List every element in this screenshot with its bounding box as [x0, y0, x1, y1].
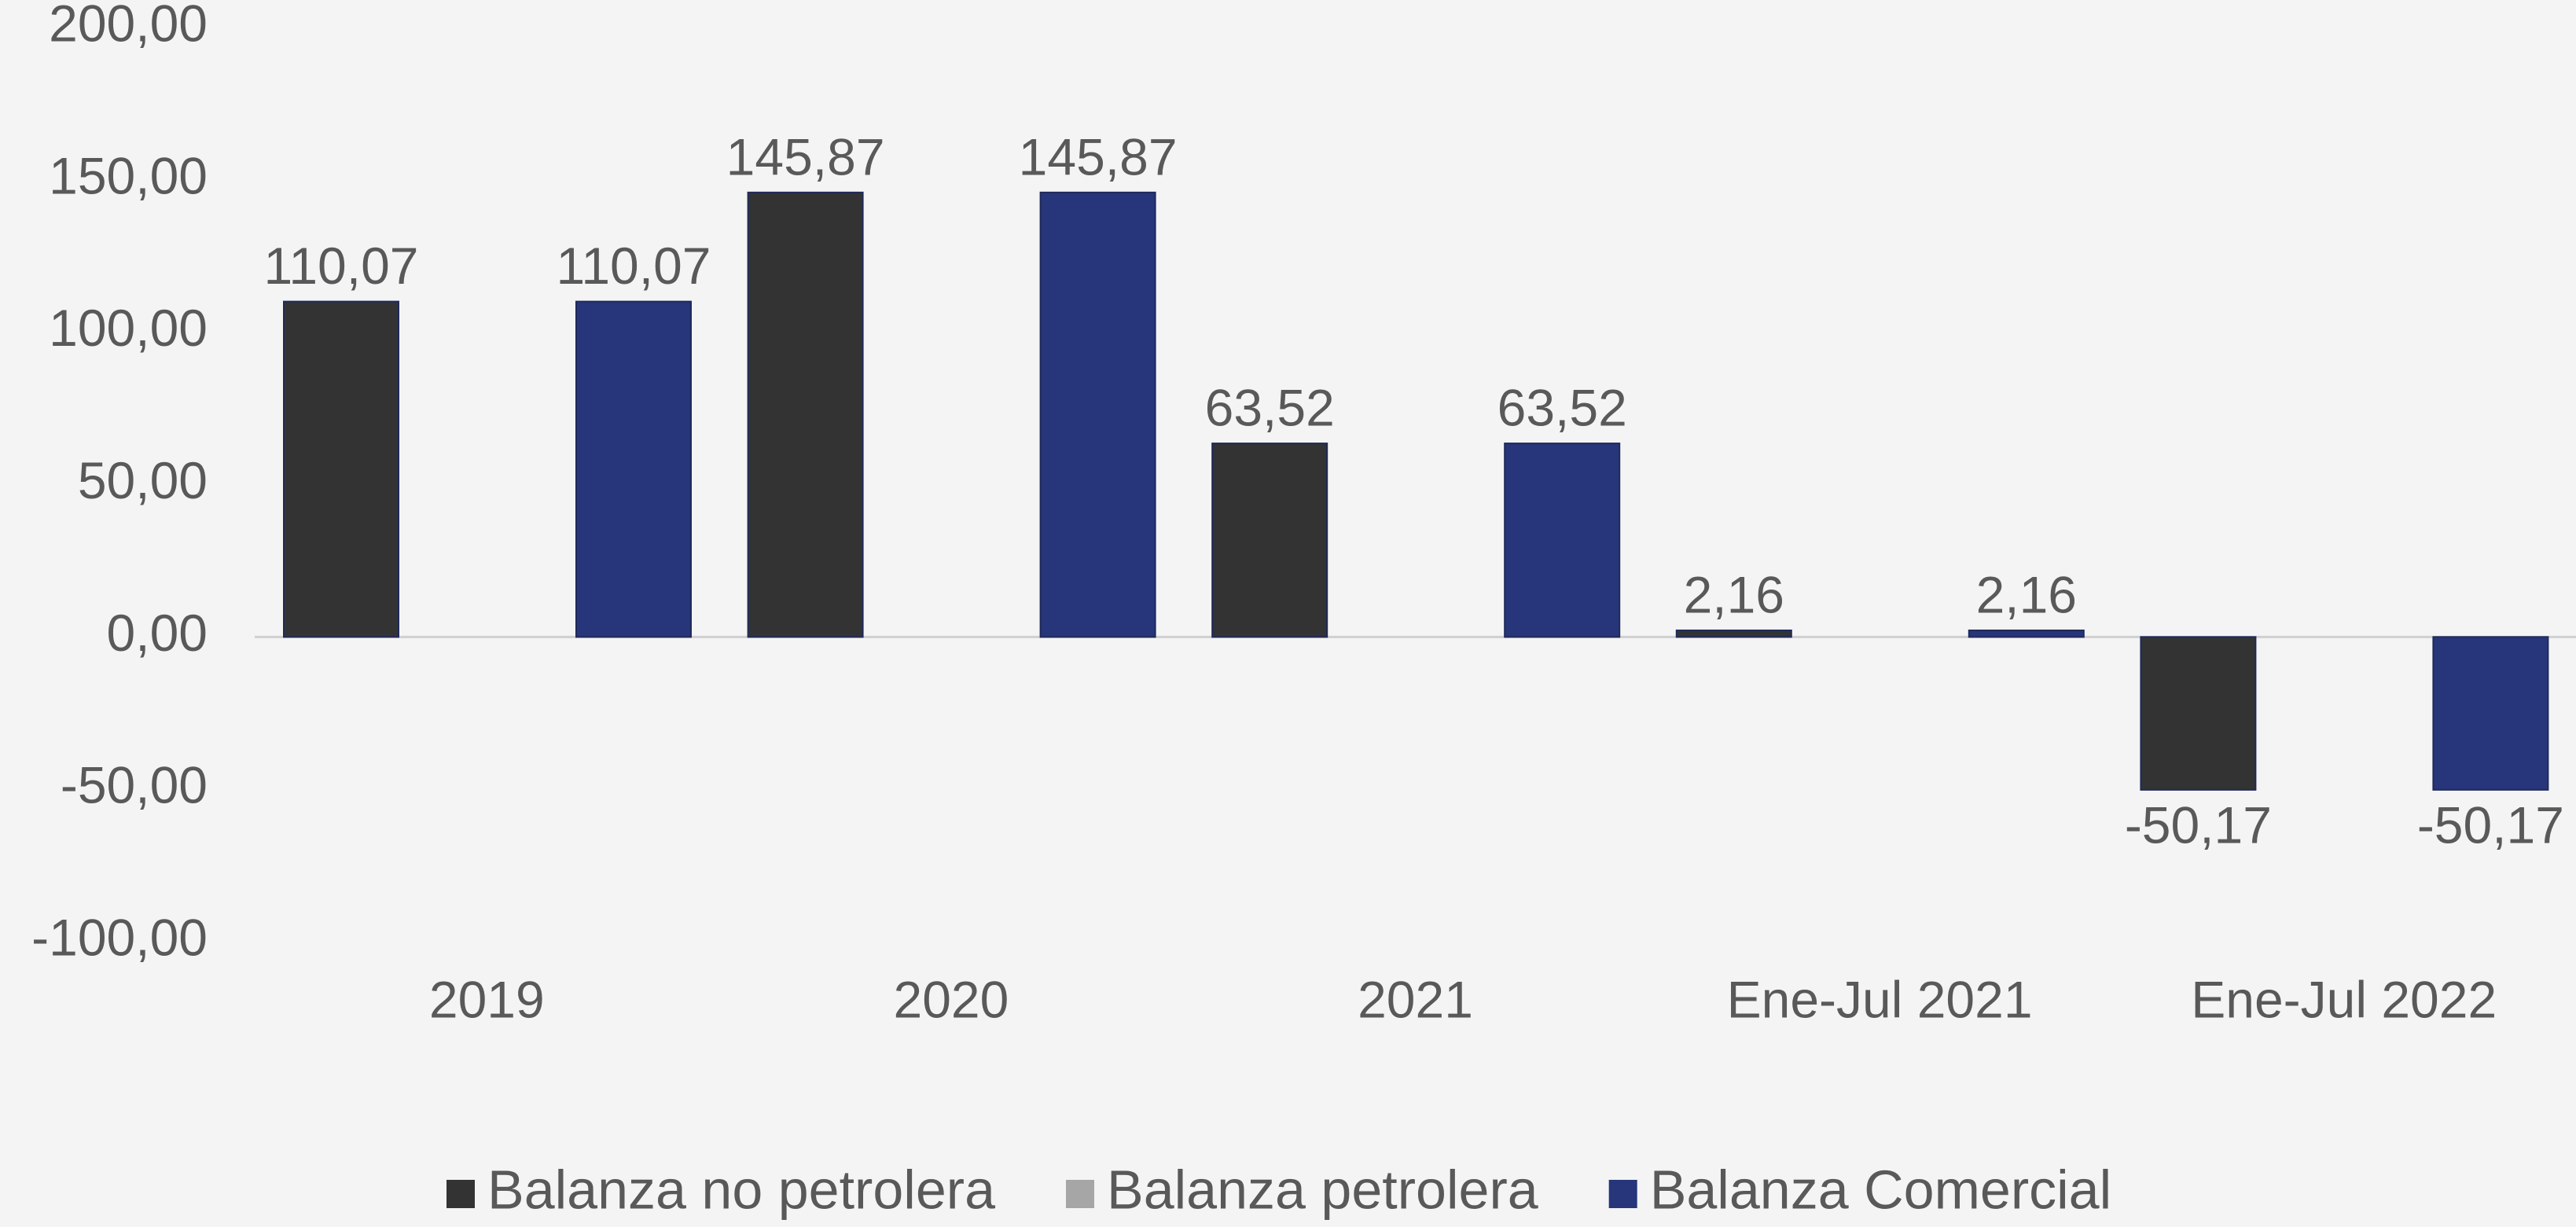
y-tick-label: -100,00: [31, 908, 208, 966]
legend-swatch: [1608, 1180, 1637, 1208]
bar: [2432, 636, 2549, 791]
legend-swatch: [446, 1180, 475, 1208]
y-tick-label: 100,00: [49, 299, 208, 357]
legend-label: Balanza no petrolera: [487, 1159, 995, 1220]
bar: [2140, 636, 2257, 791]
legend-swatch: [1066, 1180, 1094, 1208]
data-label: 110,07: [557, 237, 711, 295]
bar: [575, 300, 692, 638]
y-tick-label: 200,00: [49, 0, 208, 52]
data-label: 63,52: [1205, 379, 1335, 437]
x-tick-label: 2019: [429, 970, 545, 1028]
x-tick-label: Ene-Jul 2021: [1727, 970, 2033, 1028]
data-label: 63,52: [1497, 379, 1627, 437]
x-tick-label: 2020: [893, 970, 1009, 1028]
y-tick-label: 150,00: [49, 146, 208, 204]
data-label: -50,17: [2417, 795, 2564, 854]
legend-label: Balanza petrolera: [1107, 1159, 1538, 1220]
bar: [1504, 443, 1621, 638]
bar: [1675, 629, 1792, 638]
data-label: 2,16: [1976, 565, 2077, 623]
data-label: 110,07: [264, 237, 419, 295]
bar: [283, 300, 399, 638]
x-tick-label: Ene-Jul 2022: [2191, 970, 2497, 1028]
bar: [747, 191, 864, 638]
bar: [1211, 443, 1328, 638]
data-label: 145,87: [1019, 127, 1178, 186]
data-label: 145,87: [726, 127, 885, 186]
y-tick-label: -50,00: [61, 756, 208, 814]
legend-label: Balanza Comercial: [1650, 1159, 2111, 1220]
data-label: 2,16: [1684, 565, 1784, 623]
x-tick-label: 2021: [1358, 970, 1473, 1028]
y-tick-label: 0,00: [107, 604, 208, 662]
data-label: -50,17: [2125, 795, 2272, 854]
bar: [1968, 629, 2085, 638]
y-tick-label: 50,00: [78, 451, 208, 509]
bar: [1039, 191, 1156, 638]
